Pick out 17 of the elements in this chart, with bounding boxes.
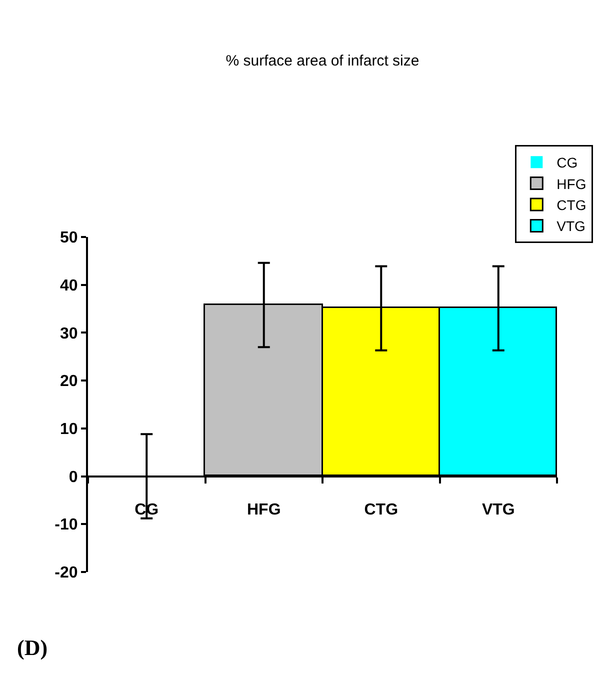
x-tick-label: CTG — [364, 501, 398, 518]
chart-title: % surface area of infarct size — [226, 52, 420, 70]
y-tick-label: -10 — [54, 516, 78, 534]
y-tick-label: -20 — [54, 564, 78, 582]
legend-label: CG — [556, 154, 578, 171]
legend-label: HFG — [556, 176, 586, 192]
legend-label: CTG — [556, 196, 586, 213]
y-tick-label: 20 — [60, 373, 78, 390]
y-tick-label: 0 — [68, 468, 78, 486]
y-tick-label: 40 — [60, 277, 78, 294]
x-tick-label: VTG — [482, 501, 515, 518]
x-tick-label: HFG — [246, 501, 281, 518]
y-tick-label: 10 — [60, 421, 78, 438]
y-tick-label: 50 — [60, 230, 78, 247]
text: (D) — [17, 635, 48, 660]
y-tick-label: 30 — [60, 325, 78, 342]
legend-label: VTG — [556, 218, 586, 234]
